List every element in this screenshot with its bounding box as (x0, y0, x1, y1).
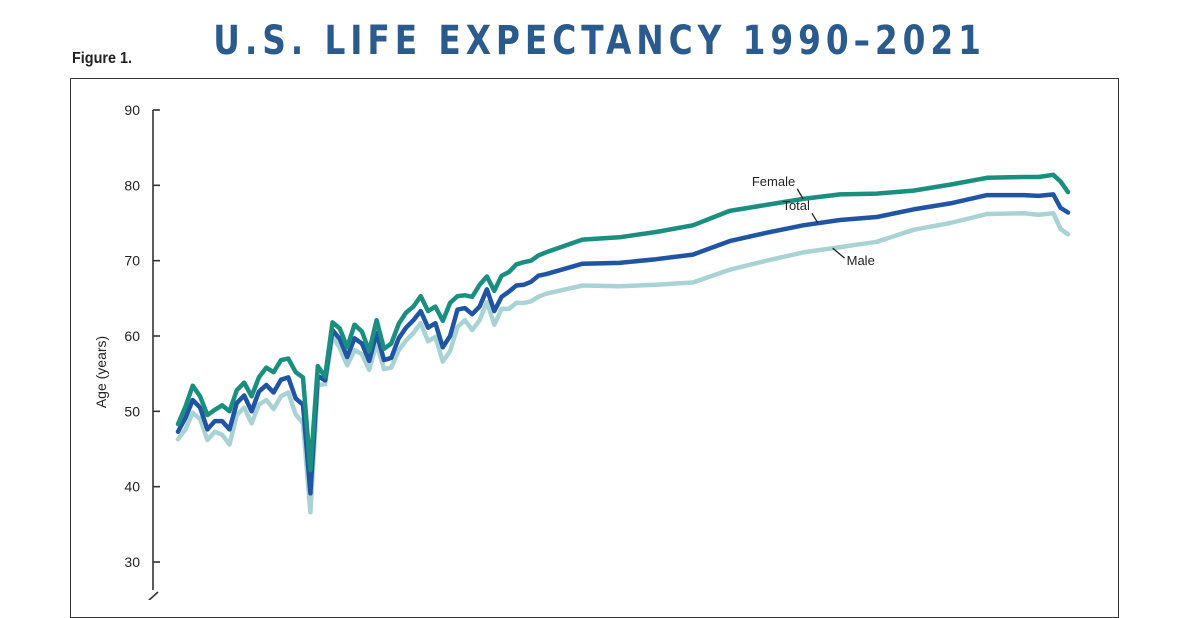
series-label-female: Female (752, 174, 795, 189)
label-leader-male (832, 247, 846, 259)
y-tick-label: 70 (124, 253, 140, 269)
series-line-female (175, 172, 1071, 473)
y-tick-label: 30 (124, 554, 140, 570)
banner-title: U.S. LIFE EXPECTANCY 1990–2021 (213, 18, 986, 64)
y-axis: 30 40 50 60 70 80 90 (124, 102, 160, 600)
series-labels: Female Total Male (752, 174, 875, 268)
series-label-male: Male (847, 253, 875, 268)
axis-break-mark (148, 591, 159, 600)
y-tick-label: 90 (124, 102, 140, 118)
series-label-total: Total (782, 198, 810, 213)
y-axis-label: Age (years) (93, 336, 109, 408)
life-expectancy-chart: 30 40 50 60 70 80 90 Female Total Male Age (year… (93, 102, 1071, 600)
y-tick-label: 40 (124, 479, 140, 495)
series-lines (175, 172, 1071, 515)
y-tick-label: 80 (124, 177, 140, 193)
y-tick-label: 60 (124, 328, 140, 344)
label-leader-total (811, 212, 819, 224)
series-line-total (175, 192, 1071, 496)
label-leader-female (796, 188, 804, 200)
y-tick-label: 50 (124, 403, 140, 419)
figure-label: Figure 1. (72, 50, 133, 67)
series-line-male (175, 210, 1071, 515)
